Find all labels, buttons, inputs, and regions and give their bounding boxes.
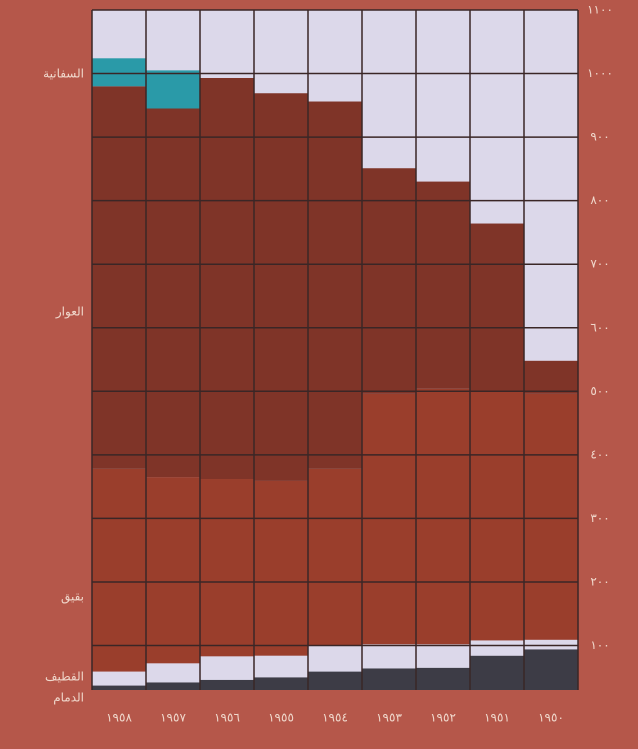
bar-segment xyxy=(254,93,308,481)
y-tick-label: ٦٠٠ xyxy=(590,320,609,334)
bar-segment xyxy=(362,644,416,669)
bar-segment xyxy=(92,468,146,672)
y-tick-label: ٤٠٠ xyxy=(590,447,609,461)
bar-segment xyxy=(524,393,578,640)
y-tick-label: ٢٠٠ xyxy=(590,574,609,588)
x-tick-label: ١٩٥٢ xyxy=(430,711,456,725)
bar-segment xyxy=(524,360,578,394)
y-tick-label: ١١٠٠ xyxy=(587,3,613,17)
y-tick-label: ٩٠٠ xyxy=(590,130,609,144)
bar-segment xyxy=(470,223,524,391)
bar-segment xyxy=(524,639,578,650)
bar-segment xyxy=(146,108,200,478)
bar-segment xyxy=(308,671,362,690)
bar-segment xyxy=(200,78,254,480)
series-label: السفانية xyxy=(43,67,84,81)
bar-segment xyxy=(416,181,470,389)
series-label: العوار xyxy=(55,305,84,320)
bar-segment xyxy=(254,677,308,690)
bar-segment xyxy=(416,388,470,645)
bar-segment xyxy=(92,671,146,686)
bar-segment xyxy=(470,390,524,641)
series-label: بقيق xyxy=(61,590,84,605)
bar-segment xyxy=(416,644,470,668)
bar-segment xyxy=(146,682,200,690)
bar-segment xyxy=(92,685,146,690)
x-tick-label: ١٩٥٤ xyxy=(322,711,348,725)
bar-segment xyxy=(146,663,200,683)
y-tick-label: ٥٠٠ xyxy=(590,384,609,398)
bar-segment xyxy=(200,479,254,657)
x-tick-label: ١٩٥٧ xyxy=(160,711,186,725)
y-tick-label: ٧٠٠ xyxy=(590,257,609,271)
x-tick-label: ١٩٥٦ xyxy=(214,711,240,725)
y-tick-label: ٣٠٠ xyxy=(590,511,609,525)
bar-segment xyxy=(308,645,362,672)
bar-segment xyxy=(308,101,362,469)
x-tick-label: ١٩٥١ xyxy=(484,711,510,725)
series-label: الدمام xyxy=(53,691,84,705)
bar-segment xyxy=(254,480,308,656)
x-tick-label: ١٩٥٣ xyxy=(376,711,402,725)
bar-segment xyxy=(92,86,146,469)
x-tick-label: ١٩٥٥ xyxy=(268,711,294,725)
bar-segment xyxy=(308,468,362,646)
bar-segment xyxy=(362,168,416,394)
bar-segment xyxy=(470,655,524,690)
bar-segment xyxy=(92,58,146,87)
bar-segment xyxy=(254,655,308,678)
series-label: القطيف xyxy=(45,670,84,684)
y-tick-label: ١٠٠٠ xyxy=(587,66,613,80)
bar-segment xyxy=(146,477,200,664)
y-tick-label: ١٠٠ xyxy=(590,638,609,652)
bar-segment xyxy=(362,668,416,690)
bar-segment xyxy=(200,656,254,680)
bar-segment xyxy=(524,649,578,690)
bar-segment xyxy=(470,640,524,656)
bar-segment xyxy=(416,667,470,690)
x-tick-label: ١٩٥٠ xyxy=(538,711,564,725)
bar-segment xyxy=(146,70,200,109)
x-tick-label: ١٩٥٨ xyxy=(106,711,132,725)
bar-segment xyxy=(200,679,254,690)
y-tick-label: ٨٠٠ xyxy=(590,193,609,207)
